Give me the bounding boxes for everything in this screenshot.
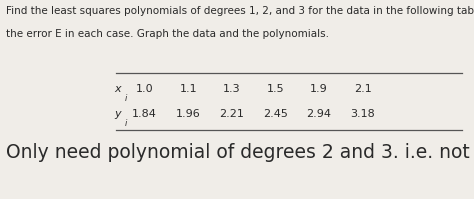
Text: x: x xyxy=(114,84,121,94)
Text: 1.3: 1.3 xyxy=(223,84,241,94)
Text: i: i xyxy=(125,94,127,102)
Text: 1.9: 1.9 xyxy=(310,84,328,94)
Text: 1.96: 1.96 xyxy=(176,109,201,119)
Text: the error E in each case. Graph the data and the polynomials.: the error E in each case. Graph the data… xyxy=(6,29,328,39)
Text: Find the least squares polynomials of degrees 1, 2, and 3 for the data in the fo: Find the least squares polynomials of de… xyxy=(6,6,474,16)
Text: 1.84: 1.84 xyxy=(132,109,157,119)
Text: 2.45: 2.45 xyxy=(263,109,288,119)
Text: 2.1: 2.1 xyxy=(354,84,372,94)
Text: 2.21: 2.21 xyxy=(219,109,244,119)
Text: 1.1: 1.1 xyxy=(179,84,197,94)
Text: i: i xyxy=(125,119,127,128)
Text: y: y xyxy=(114,109,121,119)
Text: Only need polynomial of degrees 2 and 3. i.e. not 1.: Only need polynomial of degrees 2 and 3.… xyxy=(6,143,474,162)
Text: 3.18: 3.18 xyxy=(350,109,375,119)
Text: 1.0: 1.0 xyxy=(136,84,154,94)
Text: 2.94: 2.94 xyxy=(307,109,331,119)
Text: 1.5: 1.5 xyxy=(266,84,284,94)
